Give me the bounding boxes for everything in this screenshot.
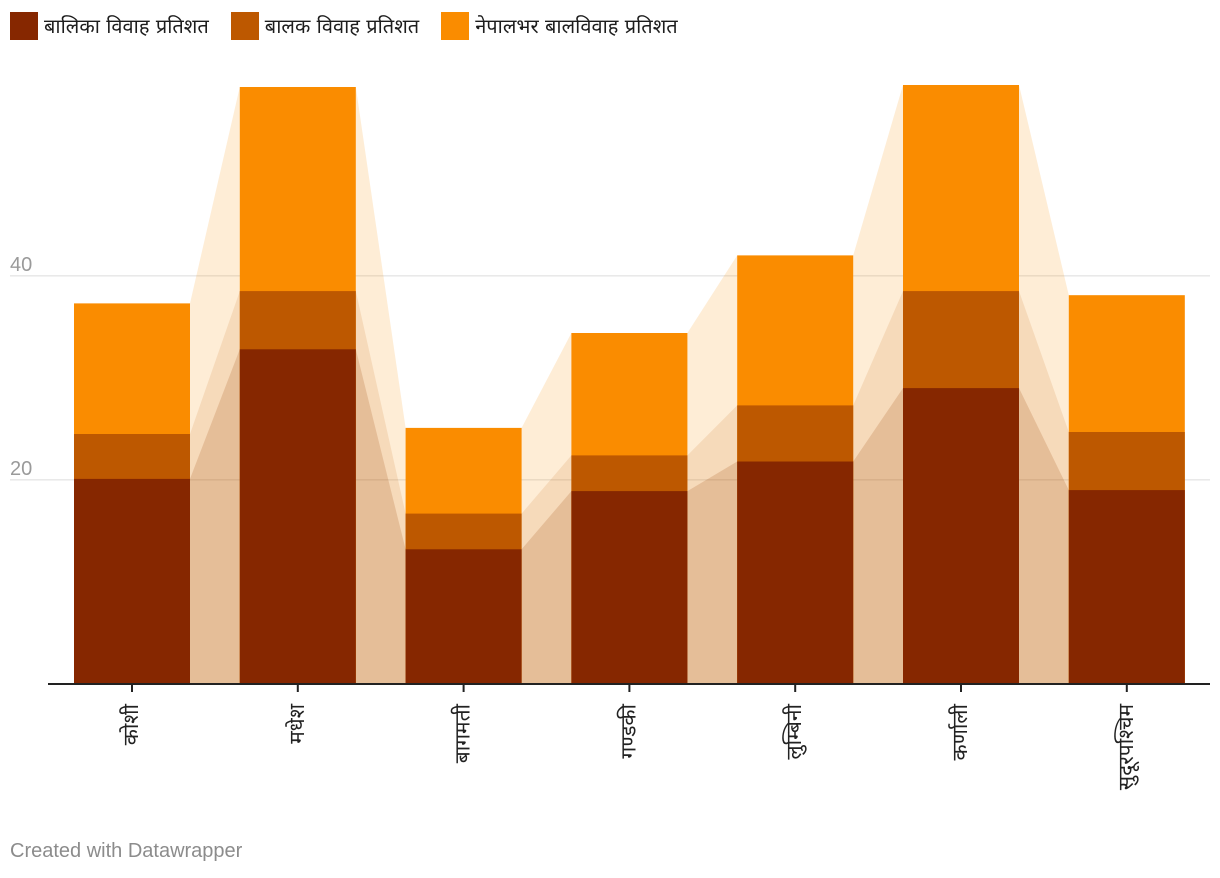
x-tick-label-7: सुदूरपश्चिम (1114, 704, 1140, 791)
bar-series-1-4 (571, 491, 688, 684)
bar-series-1-1 (74, 478, 190, 684)
legend-item-girl-marriage: बालिका विवाह प्रतिशत (10, 12, 209, 40)
legend-swatch-girl-marriage (10, 12, 38, 40)
x-tick-label-6: कर्णाली (948, 703, 972, 760)
x-tick-label-3: बागमती (451, 703, 475, 763)
y-tick-label-20: 20 (10, 458, 32, 480)
bar-series-1-6 (903, 388, 1019, 684)
legend-label-nepal-total: नेपालभर बालविवाह प्रतिशत (475, 14, 678, 38)
y-tick-label-40: 40 (10, 254, 32, 276)
bar-series-1-2 (239, 349, 356, 684)
bar-series-1-3 (405, 549, 522, 684)
legend-swatch-nepal-total (441, 12, 470, 40)
legend-label-girl-marriage: बालिका विवाह प्रतिशत (44, 14, 209, 38)
legend-item-boy-marriage: बालक विवाह प्रतिशत (230, 12, 420, 40)
legend-item-nepal-total: नेपालभर बालविवाह प्रतिशत (441, 12, 678, 40)
legend-label-boy-marriage: बालक विवाह प्रतिशत (264, 14, 420, 38)
x-tick-label-2: मधेश (285, 703, 309, 743)
x-tick-label-1: कोशी (119, 703, 143, 745)
legend-swatch-boy-marriage (230, 12, 259, 40)
x-tick-label-4: गण्डकी (616, 703, 640, 758)
footer-credit: Created with Datawrapper (10, 840, 243, 862)
bar-series-1-7 (1068, 490, 1185, 684)
chart-legend: बालिका विवाह प्रतिशत बालक विवाह प्रतिशत … (10, 12, 700, 40)
bar-series-1-5 (737, 461, 854, 684)
x-tick-label-5: लुम्बिनी (782, 703, 807, 759)
